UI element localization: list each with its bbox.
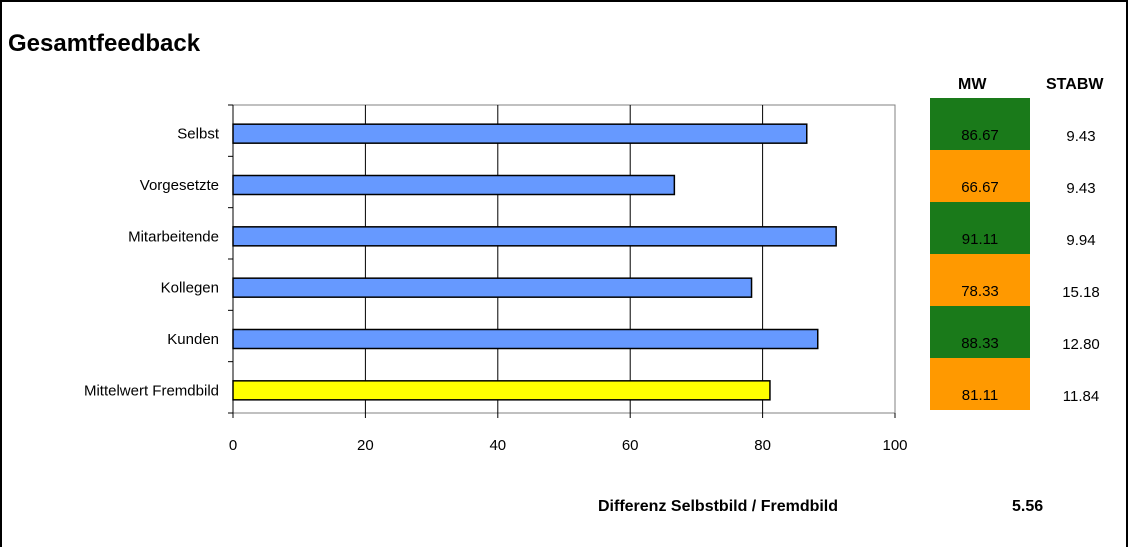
- mw-cell: 88.33: [930, 306, 1030, 358]
- category-label: Mittelwert Fremdbild: [84, 382, 219, 399]
- category-label: Kunden: [167, 331, 219, 348]
- stabw-value: 9.94: [1066, 232, 1096, 249]
- mw-cell: 81.11: [930, 358, 1030, 410]
- stabw-value: 9.43: [1066, 180, 1096, 197]
- stabw-value: 15.18: [1062, 284, 1100, 301]
- x-tick-label: 0: [229, 437, 237, 454]
- mw-header: MW: [958, 76, 987, 93]
- x-tick-label: 60: [622, 437, 639, 454]
- category-label: Mitarbeitende: [128, 228, 219, 245]
- chart-title: Gesamtfeedback: [8, 30, 201, 57]
- stabw-value: 9.43: [1066, 128, 1096, 145]
- bar: [232, 226, 837, 247]
- category-label: Kollegen: [161, 280, 219, 297]
- mw-cell: 66.67: [930, 150, 1030, 202]
- mw-value: 86.67: [961, 127, 999, 144]
- bar: [232, 380, 771, 401]
- x-tick-label: 80: [754, 437, 771, 454]
- bar: [232, 123, 808, 144]
- mw-value: 78.33: [961, 283, 999, 300]
- mw-value: 81.11: [961, 387, 999, 404]
- bar: [232, 328, 819, 350]
- stabw-value: 12.80: [1062, 336, 1100, 353]
- mw-cell: 91.11: [930, 202, 1030, 254]
- plot-area: [232, 104, 896, 414]
- bar: [232, 174, 676, 196]
- mw-value: 88.33: [961, 335, 999, 352]
- bar: [232, 277, 753, 298]
- difference-value: 5.56: [1012, 498, 1044, 515]
- mw-cell: 86.67: [930, 98, 1030, 150]
- x-tick-label: 20: [357, 437, 374, 454]
- mw-value: 66.67: [961, 179, 999, 196]
- x-tick-label: 40: [489, 437, 506, 454]
- mw-cell: 78.33: [930, 254, 1030, 306]
- x-tick-label: 100: [882, 437, 907, 454]
- stabw-header: STABW: [1046, 76, 1104, 93]
- stabw-value: 11.84: [1062, 388, 1100, 405]
- mw-value: 91.11: [961, 231, 999, 248]
- category-label: Vorgesetzte: [140, 177, 219, 194]
- difference-label: Differenz Selbstbild / Fremdbild: [598, 498, 839, 515]
- category-label: Selbst: [177, 126, 220, 143]
